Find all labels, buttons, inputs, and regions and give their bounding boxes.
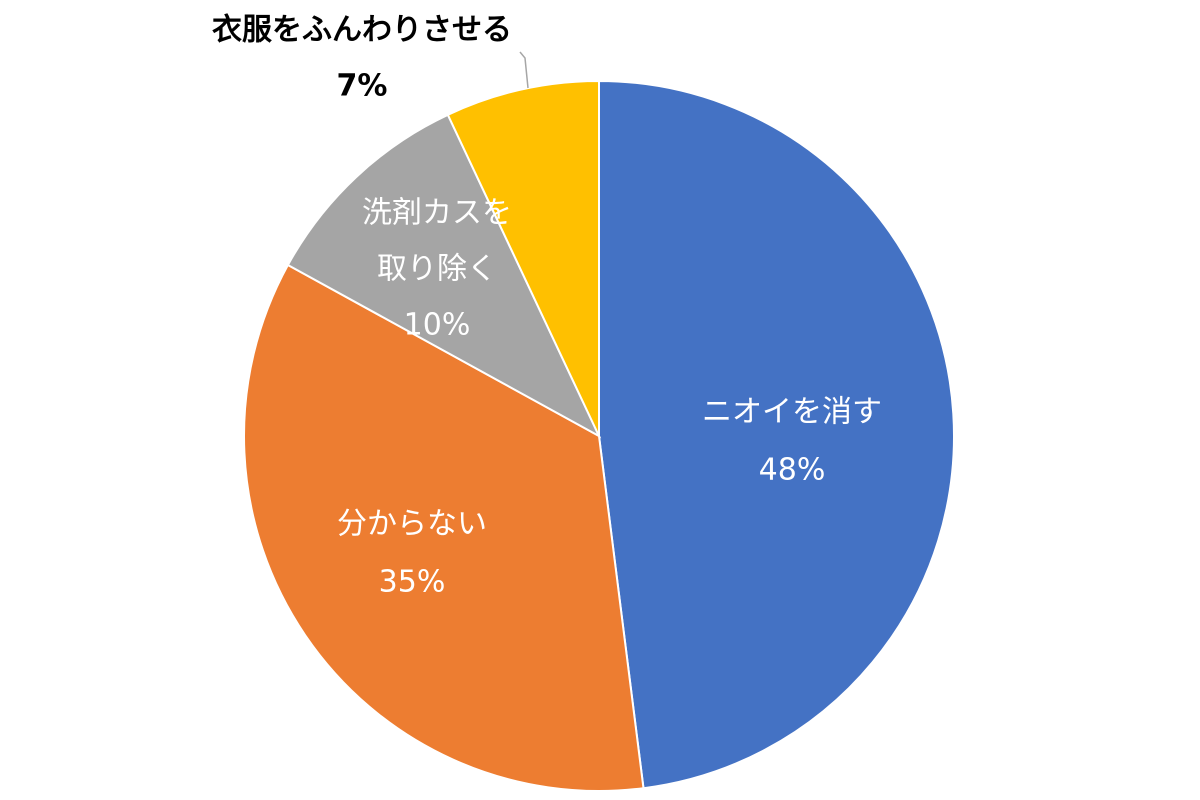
slice-value-label: 7% [337,69,388,104]
slice-value-label: 35% [379,565,446,600]
slice-category-label: ニオイを消す [702,395,882,430]
pie-slice-1 [243,263,645,792]
pie-slice-label-3: 衣服をふんわりさせる 7% [212,13,512,104]
slice-value-label: 10% [404,308,471,343]
pie-slice-0 [598,79,956,790]
slice-category-label: 衣服をふんわりさせる [212,13,512,48]
leader-line [519,51,529,89]
slice-value-label: 48% [759,453,826,488]
pie-slices [243,79,956,792]
slice-category-label: 分からない [337,507,487,542]
pie-slice-label-1: 分からない 35% [337,507,487,600]
slice-category-label: 取り除く [377,252,497,287]
pie-slice-2 [286,113,602,439]
pie-slice-label-0: ニオイを消す 48% [702,395,882,488]
pie-slice-3 [446,79,600,437]
slice-category-label: 洗剤カスを [362,196,512,231]
